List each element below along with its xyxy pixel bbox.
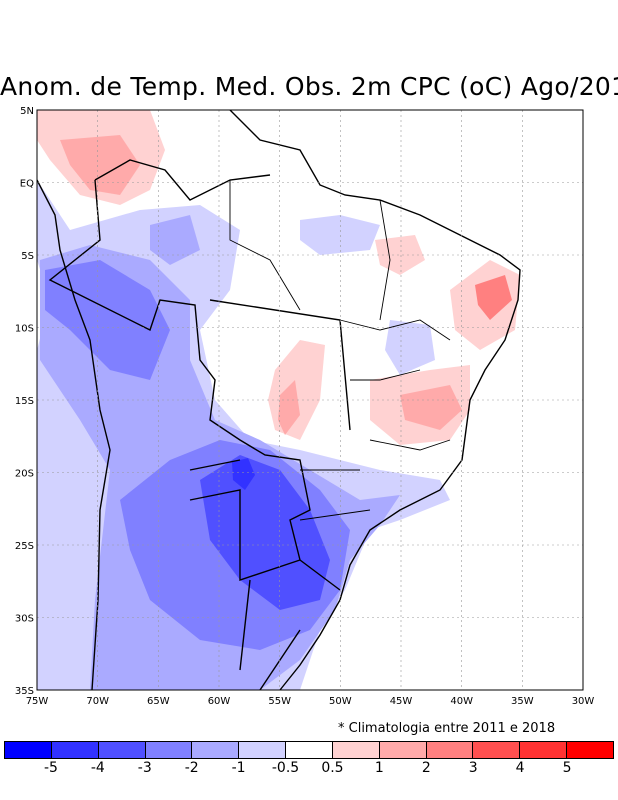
colorbar-swatch (379, 742, 427, 758)
anomaly-region-cool-5 (232, 458, 255, 490)
lat-label: 5N (20, 106, 34, 117)
anomaly-region-warm-c-core (278, 380, 300, 435)
lon-label: 50W (329, 696, 352, 707)
lat-label: 15S (15, 396, 34, 407)
lon-label: 30W (572, 696, 595, 707)
lat-label: 10S (15, 324, 34, 335)
colorbar-swatch (473, 742, 521, 758)
colorbar-label: -1 (231, 760, 246, 776)
map-title: Anom. de Temp. Med. Obs. 2m CPC (oC) Ago… (0, 72, 618, 101)
colorbar-label: 2 (421, 760, 431, 776)
lon-label: 60W (208, 696, 231, 707)
anomaly-region-cool-1c (385, 320, 435, 375)
colorbar (4, 741, 614, 759)
lat-label: 5S (21, 251, 34, 262)
lon-label: 75W (26, 696, 49, 707)
colorbar-label: 3 (468, 760, 478, 776)
colorbar-swatch (239, 742, 287, 758)
colorbar-swatch (5, 742, 52, 758)
colorbar-swatch (286, 742, 333, 758)
anomaly-region-cool-2b (150, 215, 200, 265)
country-borders (48, 159, 351, 691)
anomaly-region-cool-3 (45, 260, 170, 380)
colorbar-label: -0.5 (271, 760, 300, 776)
climatology-note: * Climatologia entre 2011 e 2018 (338, 721, 556, 736)
lon-label: 65W (147, 696, 170, 707)
borders (36, 109, 521, 691)
lon-label: 35W (511, 696, 534, 707)
lon-label: 40W (450, 696, 473, 707)
lat-label: EQ (20, 179, 34, 190)
anomaly-region-warm-nw-core (60, 135, 140, 195)
anomaly-region-warm-e-core (400, 385, 462, 430)
colorbar-label: -2 (184, 760, 199, 776)
map-frame (36, 109, 584, 691)
colorbar-label: 5 (562, 760, 572, 776)
state-borders (229, 180, 451, 521)
colorbar-label: -5 (43, 760, 58, 776)
colorbar-swatch (426, 742, 474, 758)
colorbar-swatch (51, 742, 99, 758)
colorbar-swatch (332, 742, 380, 758)
colorbar-swatch (520, 742, 568, 758)
colorbar-label: 0.5 (321, 760, 344, 776)
lat-label: 35S (15, 686, 34, 697)
anomaly-region-cool-1b (300, 215, 380, 255)
coastline (36, 109, 521, 691)
colorbar-swatch (567, 742, 613, 758)
lat-label: 20S (15, 469, 34, 480)
lon-label: 70W (86, 696, 109, 707)
colorbar-label: 4 (515, 760, 525, 776)
anomaly-region-warm-ne-core (475, 275, 512, 320)
colorbar-label: 1 (374, 760, 384, 776)
colorbar-swatch (192, 742, 240, 758)
colorbar-swatch (145, 742, 193, 758)
anomaly-region-warm-c (268, 340, 325, 440)
lon-label: 45W (390, 696, 413, 707)
colorbar-label: -4 (90, 760, 105, 776)
colorbar-label: -3 (137, 760, 152, 776)
colorbar-swatch (98, 742, 146, 758)
anomaly-region-cool-4 (200, 455, 330, 610)
anomaly-fill (37, 110, 520, 690)
lat-label: 25S (15, 541, 34, 552)
lon-label: 55W (268, 696, 291, 707)
lat-label: 30S (15, 614, 34, 625)
gridlines (37, 110, 583, 690)
